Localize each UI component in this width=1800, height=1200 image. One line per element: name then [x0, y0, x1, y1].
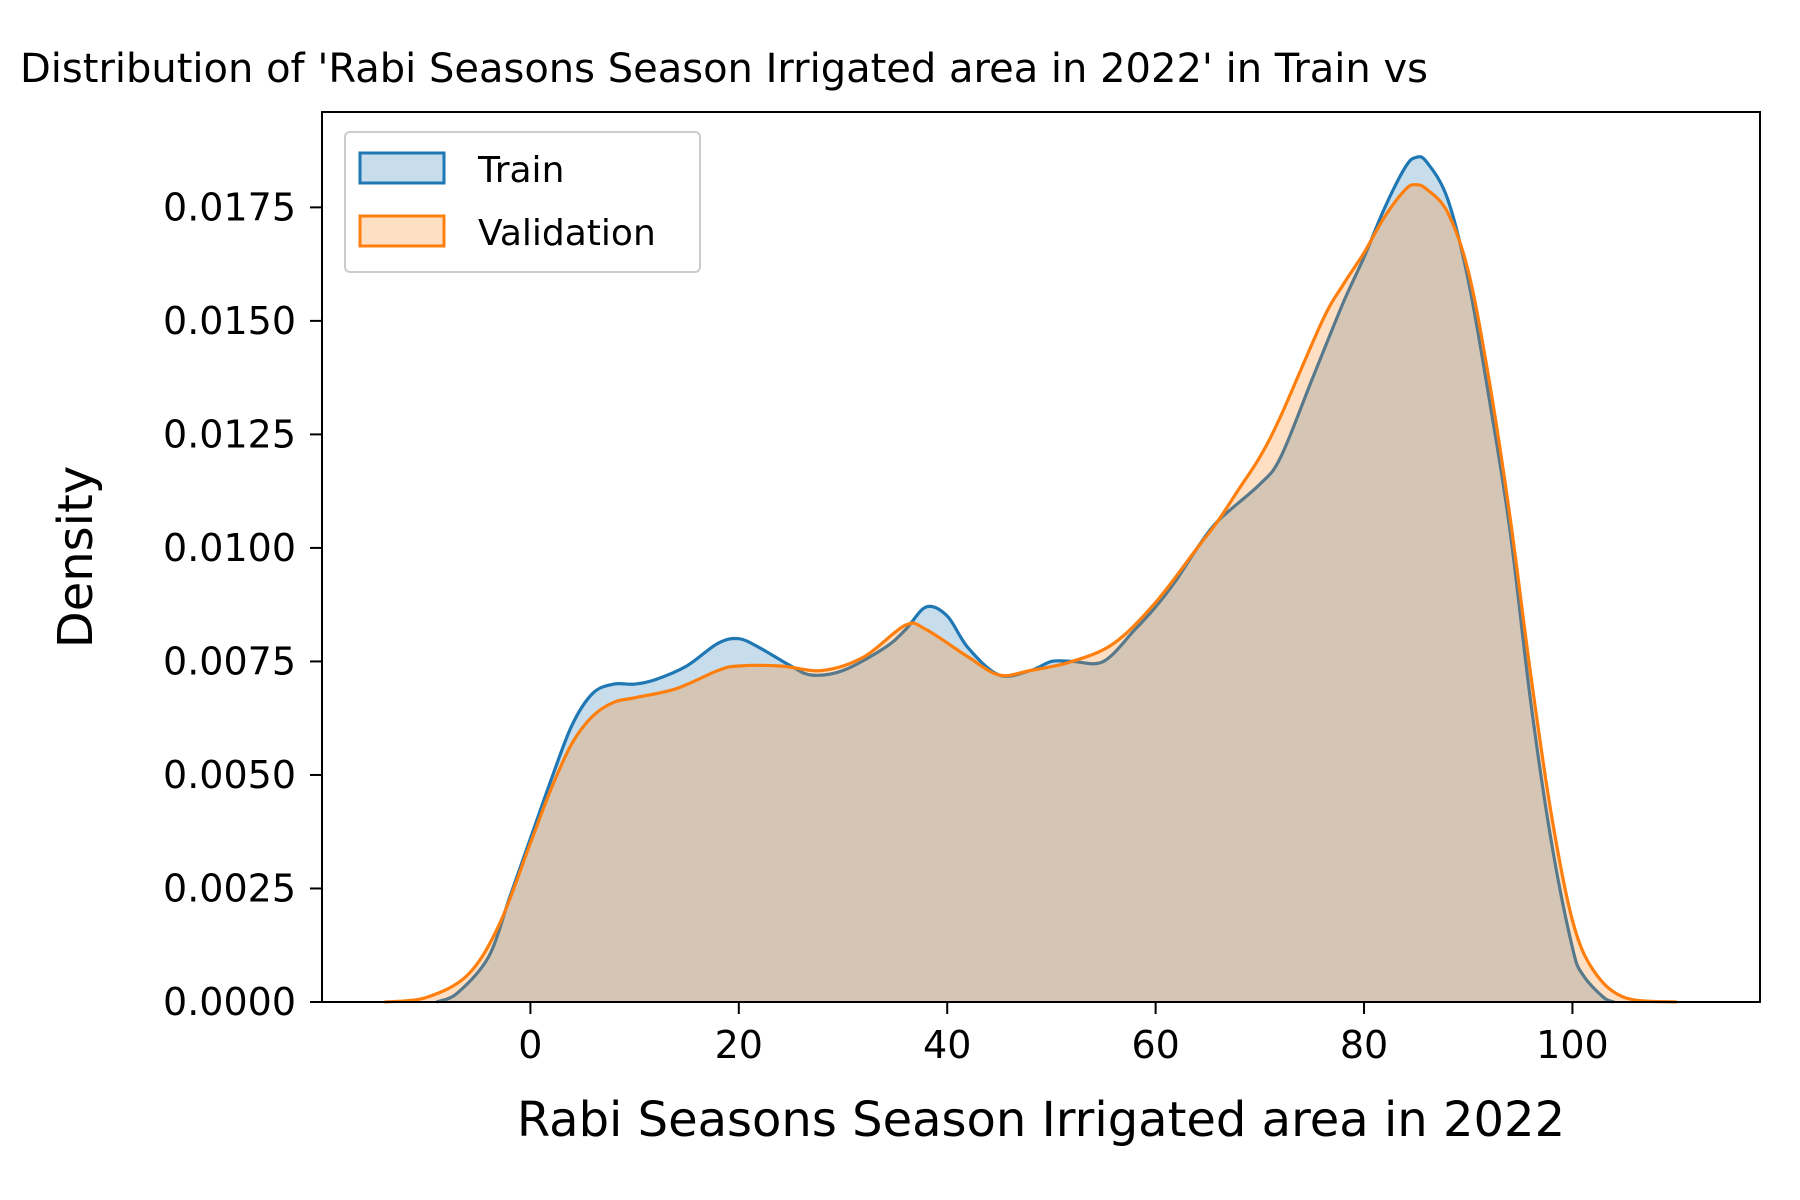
- axes-frame: [321, 111, 1761, 1003]
- density-line-validation: [384, 183, 1677, 1004]
- density-area-train: [436, 156, 1615, 1003]
- x-tick-label: 20: [715, 1023, 763, 1067]
- x-tick-label: 0: [518, 1023, 542, 1067]
- legend-swatch-validation: [358, 214, 446, 248]
- x-axis-ticks: 0 20 40 60 80 100: [518, 1002, 1609, 1067]
- y-tick-label: 0.0075: [163, 639, 296, 683]
- y-tick-label: 0.0050: [163, 753, 296, 797]
- x-tick-label: 60: [1131, 1023, 1179, 1067]
- chart-title: Distribution of 'Rabi Seasons Season Irr…: [20, 46, 1428, 92]
- legend-label-validation: Validation: [478, 213, 656, 254]
- legend-box: [344, 131, 701, 273]
- x-tick-label: 100: [1536, 1023, 1609, 1067]
- series-layer: [384, 155, 1677, 1004]
- x-tick-label: 40: [923, 1023, 971, 1067]
- x-tick-label: 80: [1340, 1023, 1388, 1067]
- legend-label-train: Train: [477, 150, 564, 191]
- legend: Train Validation: [344, 131, 701, 273]
- y-tick-label: 0.0150: [163, 299, 296, 343]
- x-axis-label: Rabi Seasons Season Irrigated area in 20…: [517, 1092, 1565, 1148]
- y-tick-label: 0.0175: [163, 185, 296, 229]
- y-axis-ticks: 0.0000 0.0025 0.0050 0.0075 0.0100 0.0125 0.01…: [163, 185, 322, 1024]
- legend-entry-validation: Validation: [358, 213, 656, 254]
- plot-area: [321, 111, 1761, 1004]
- y-tick-label: 0.0025: [163, 866, 296, 910]
- y-tick-label: 0.0000: [163, 980, 296, 1024]
- y-axis-label: Density: [48, 466, 104, 648]
- legend-entry-train: Train: [358, 150, 564, 191]
- legend-swatch-train: [358, 151, 446, 185]
- density-line-train: [435, 155, 1615, 1004]
- y-tick-label: 0.0100: [163, 526, 296, 570]
- y-tick-label: 0.0125: [163, 412, 296, 456]
- density-area-validation: [384, 184, 1677, 1002]
